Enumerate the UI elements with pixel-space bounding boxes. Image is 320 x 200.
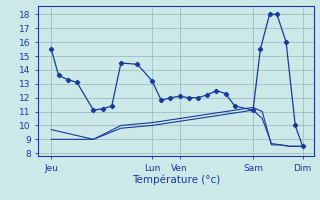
X-axis label: Température (°c): Température (°c)	[132, 174, 220, 185]
